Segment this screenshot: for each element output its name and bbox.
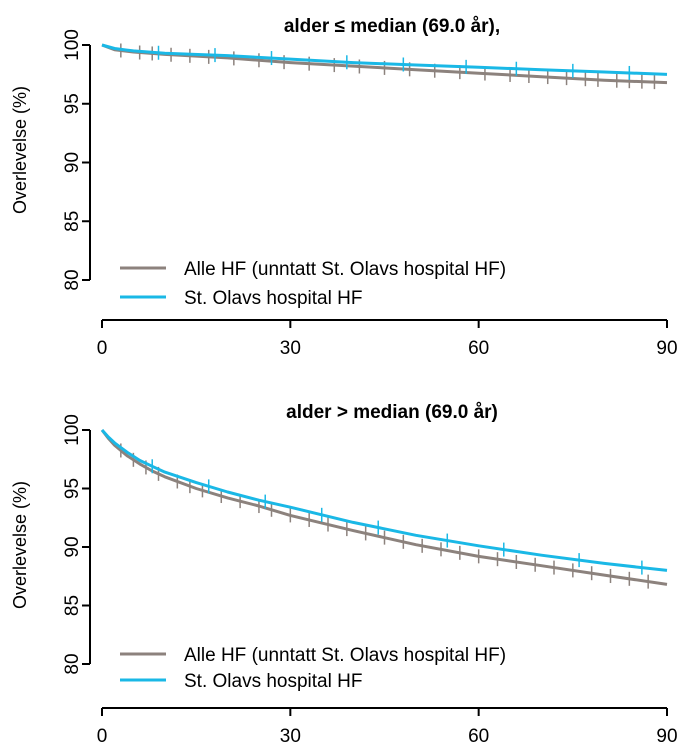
y-axis-label: Overlevelse (%) bbox=[10, 481, 30, 609]
chart-title: alder > median (69.0 år) bbox=[286, 402, 498, 423]
x-tick-label: 60 bbox=[468, 338, 489, 359]
x-tick-label: 30 bbox=[280, 726, 301, 747]
chart-panel-age-below-median: alder ≤ median (69.0 år), Overlevelse (%)… bbox=[10, 16, 678, 359]
y-tick-label: 85 bbox=[62, 211, 83, 232]
series-line-st_olavs bbox=[100, 428, 668, 572]
x-tick-label: 0 bbox=[97, 726, 108, 747]
y-tick-label: 85 bbox=[62, 595, 83, 616]
y-tick-label: 90 bbox=[62, 152, 83, 173]
chart-panel-age-above-median: alder > median (69.0 år) Overlevelse (%) 8… bbox=[10, 402, 678, 747]
x-tick-label: 30 bbox=[280, 338, 301, 359]
x-tick-label: 90 bbox=[656, 726, 677, 747]
y-axis-label: Overlevelse (%) bbox=[10, 86, 30, 214]
legend-label: St. Olavs hospital HF bbox=[184, 288, 362, 309]
legend-label: Alle HF (unntatt St. Olavs hospital HF) bbox=[184, 259, 506, 280]
series-line-st_olavs bbox=[101, 43, 668, 76]
chart-title: alder ≤ median (69.0 år), bbox=[284, 16, 500, 37]
series-line-all_hf bbox=[100, 429, 668, 586]
y-tick-label: 100 bbox=[62, 414, 83, 446]
y-tick-label: 100 bbox=[62, 29, 83, 61]
x-tick-label: 0 bbox=[97, 338, 108, 359]
y-tick-label: 90 bbox=[62, 536, 83, 557]
legend-label: Alle HF (unntatt St. Olavs hospital HF) bbox=[184, 645, 506, 666]
y-tick-label: 80 bbox=[62, 269, 83, 290]
y-tick-label: 95 bbox=[62, 93, 83, 114]
x-tick-label: 90 bbox=[656, 338, 677, 359]
y-tick-label: 80 bbox=[62, 653, 83, 674]
x-tick-label: 60 bbox=[468, 726, 489, 747]
legend-label: St. Olavs hospital HF bbox=[184, 671, 362, 692]
y-tick-label: 95 bbox=[62, 478, 83, 499]
